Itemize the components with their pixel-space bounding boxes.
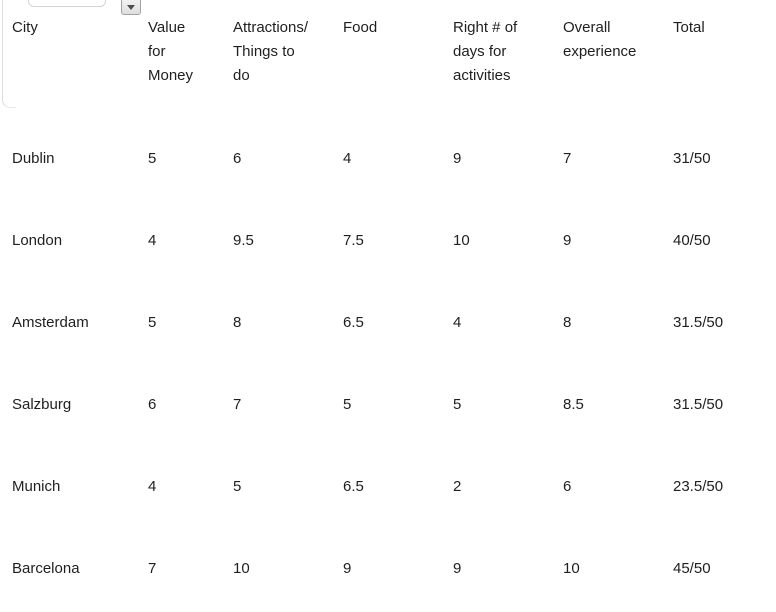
cell-value: 4 — [148, 478, 157, 495]
cell-city: Salzburg — [12, 396, 72, 413]
table-row: Salzburg 6 7 5 5 8.5 31.5/50 — [12, 396, 768, 414]
cell-days: 5 — [453, 396, 462, 413]
cell-attractions: 6 — [233, 150, 242, 167]
table-row: Barcelona 7 10 9 9 10 45/50 — [12, 560, 768, 578]
table-row: Amsterdam 5 8 6.5 4 8 31.5/50 — [12, 314, 768, 332]
cell-food: 6.5 — [343, 314, 364, 331]
cell-total: 40/50 — [673, 232, 711, 249]
cell-total: 45/50 — [673, 560, 711, 577]
cell-overall: 10 — [563, 560, 580, 577]
cell-attractions: 7 — [233, 396, 242, 413]
cell-overall: 8.5 — [563, 396, 584, 413]
text-input[interactable] — [28, 0, 106, 7]
cell-attractions: 9.5 — [233, 232, 254, 249]
panel-left-border — [2, 0, 16, 108]
cell-food: 5 — [343, 396, 352, 413]
cell-food: 9 — [343, 560, 352, 577]
header-cell-total: Total — [673, 19, 705, 36]
header-cell-value: Value for Money — [148, 19, 194, 84]
cell-overall: 6 — [563, 478, 572, 495]
cell-total: 31.5/50 — [673, 396, 724, 413]
dropdown-button[interactable] — [121, 0, 141, 15]
header-cell-food: Food — [343, 19, 378, 36]
cell-total: 31/50 — [673, 150, 711, 167]
cell-days: 4 — [453, 314, 462, 331]
cell-city: Amsterdam — [12, 314, 89, 331]
cell-overall: 7 — [563, 150, 572, 167]
table-row: Munich 4 5 6.5 2 6 23.5/50 — [12, 478, 768, 496]
caret-down-icon — [127, 5, 135, 10]
cell-overall: 9 — [563, 232, 572, 249]
cell-value: 4 — [148, 232, 157, 249]
cell-total: 23.5/50 — [673, 478, 724, 495]
cell-city: Dublin — [12, 150, 55, 167]
cell-total: 31.5/50 — [673, 314, 724, 331]
header-cell-attractions: Attractions/ Things to do — [233, 19, 309, 84]
cell-attractions: 5 — [233, 478, 242, 495]
cell-city: Munich — [12, 478, 61, 495]
cell-city: London — [12, 232, 63, 249]
header-cell-days: Right # of days for activities — [453, 19, 518, 84]
cell-attractions: 8 — [233, 314, 242, 331]
cell-value: 5 — [148, 150, 157, 167]
cell-food: 4 — [343, 150, 352, 167]
table-header-row: City Value for Money Attractions/ Things… — [12, 16, 768, 88]
cell-city: Barcelona — [12, 560, 80, 577]
cell-attractions: 10 — [233, 560, 250, 577]
cell-food: 6.5 — [343, 478, 364, 495]
header-cell-city: City — [12, 19, 38, 36]
cell-food: 7.5 — [343, 232, 364, 249]
cell-days: 10 — [453, 232, 470, 249]
cell-value: 7 — [148, 560, 157, 577]
cell-overall: 8 — [563, 314, 572, 331]
table-row: London 4 9.5 7.5 10 9 40/50 — [12, 232, 768, 250]
cell-days: 9 — [453, 150, 462, 167]
header-cell-overall: Overall experience — [563, 19, 637, 60]
cell-value: 5 — [148, 314, 157, 331]
cell-value: 6 — [148, 396, 157, 413]
cell-days: 9 — [453, 560, 462, 577]
table-row: Dublin 5 6 4 9 7 31/50 — [12, 150, 768, 168]
cell-days: 2 — [453, 478, 462, 495]
